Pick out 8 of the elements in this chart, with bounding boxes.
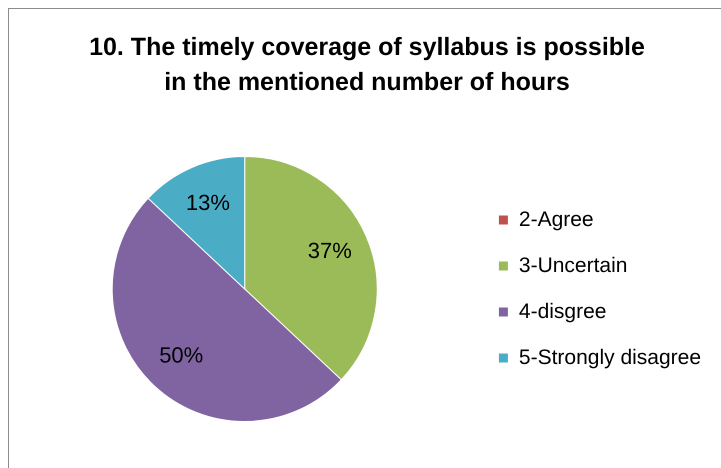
legend-label: 3-Uncertain (518, 254, 628, 277)
data-label: 50% (159, 342, 204, 368)
chart-title: 10. The timely coverage of syllabus is possible in the mentioned number of hours (88, 32, 646, 98)
legend-label: 2-Agree (518, 208, 594, 231)
data-label: 13% (186, 190, 230, 215)
legend-label: 4-disgree (518, 300, 606, 323)
data-label: 37% (308, 238, 352, 264)
legend-label: 5-Strongly disagree (518, 346, 702, 369)
